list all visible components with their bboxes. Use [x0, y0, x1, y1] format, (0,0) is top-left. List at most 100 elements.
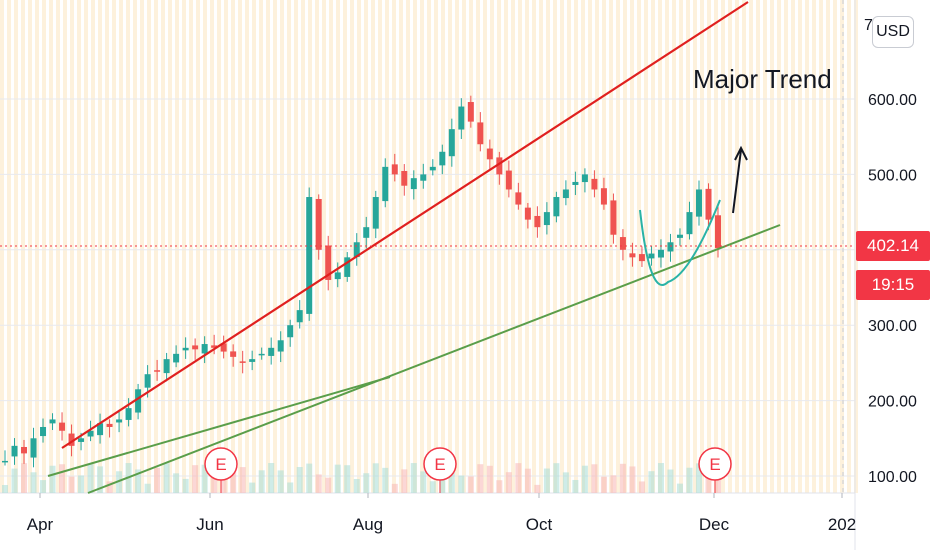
candle-body — [486, 148, 493, 160]
grid-stripe — [91, 0, 95, 493]
grid-stripe — [441, 0, 445, 493]
grid-stripe — [56, 0, 60, 493]
grid-stripe — [126, 0, 130, 493]
grid-stripe — [161, 0, 165, 493]
candle-body — [553, 197, 560, 217]
y-tick-label: 100.00 — [868, 469, 917, 486]
volume-bar — [524, 468, 531, 493]
candle-body — [192, 345, 199, 350]
grid-stripe — [777, 0, 781, 493]
candle-body — [325, 245, 332, 280]
volume-bar — [59, 464, 66, 493]
volume-bar — [581, 465, 588, 493]
volume-bar — [135, 469, 142, 493]
volume-bar — [429, 481, 436, 493]
candle-body — [429, 166, 436, 171]
candle-body — [391, 164, 398, 175]
major-trend-annotation: Major Trend — [693, 64, 832, 94]
grid-stripe — [511, 0, 515, 493]
x-tick-label: Aug — [353, 515, 383, 534]
price-axis[interactable]: 600.00 500.00 300.00 200.00 100.00 7 — [864, 17, 917, 486]
candle-body — [306, 197, 313, 314]
x-tick-label: Dec — [699, 515, 730, 534]
volume-bar — [220, 474, 227, 493]
grid-stripe — [672, 0, 676, 493]
currency-button[interactable]: USD — [872, 16, 914, 48]
grid-stripe — [21, 0, 25, 493]
candle-body — [467, 102, 474, 122]
volume-bar — [249, 482, 256, 493]
volume-bar — [344, 465, 351, 493]
candle-body — [40, 426, 47, 437]
candle-body — [173, 353, 180, 363]
volume-bar — [287, 482, 294, 493]
candle-body — [648, 253, 655, 259]
grid-stripe — [581, 0, 585, 493]
candle-body — [591, 178, 598, 190]
grid-stripe — [602, 0, 606, 493]
candle-body — [163, 359, 170, 374]
volume-bar — [97, 466, 104, 493]
upper-trendline — [61, 1, 749, 449]
candle-body — [97, 423, 104, 436]
volume-bar — [144, 483, 151, 493]
volume-bar — [78, 475, 85, 493]
volume-bar — [657, 463, 664, 493]
time-axis[interactable]: Apr Jun Aug Oct Dec 202 — [27, 493, 856, 534]
candle-body — [363, 227, 370, 238]
volume-bar — [410, 463, 417, 493]
candle-body — [344, 257, 351, 277]
grid-stripe — [266, 0, 270, 493]
volume-bar — [391, 483, 398, 493]
volume-bar — [448, 463, 455, 493]
earnings-marker-label: E — [215, 455, 226, 474]
grid-stripe — [287, 0, 291, 493]
grid-stripe — [686, 0, 690, 493]
volume-bar — [211, 477, 218, 493]
up-arrow — [732, 145, 748, 214]
candle-body — [211, 345, 218, 348]
lower-trendline-1 — [47, 376, 391, 477]
grid-stripe — [756, 0, 760, 493]
grid-stripe — [231, 0, 235, 493]
candle-body — [695, 189, 702, 217]
trendlines — [0, 1, 855, 494]
volume-bar — [543, 468, 550, 493]
candle-body — [610, 200, 617, 235]
grid-stripe — [427, 0, 431, 493]
volume-bar — [467, 476, 474, 493]
grid-stripe — [812, 0, 816, 493]
volume-bar — [40, 480, 47, 493]
candle-body — [638, 254, 645, 262]
candle-body — [515, 192, 522, 205]
grid-stripe — [42, 0, 46, 493]
x-tick-label: Jun — [196, 515, 223, 534]
volume-bar — [30, 472, 37, 493]
grid-stripe — [707, 0, 711, 493]
grid-stripe — [112, 0, 116, 493]
candle-body — [619, 237, 626, 250]
candle-body — [68, 433, 75, 446]
volume-bar — [239, 467, 246, 493]
volume-bar — [163, 463, 170, 493]
volume-bars — [2, 463, 721, 493]
volume-bar — [667, 469, 674, 493]
grid-stripe — [567, 0, 571, 493]
volume-bar — [21, 463, 28, 493]
candle-body — [135, 389, 142, 413]
volume-bar — [562, 472, 569, 493]
volume-bar — [306, 463, 313, 493]
candle-body — [154, 370, 161, 372]
volume-bar — [600, 476, 607, 493]
candle-body — [420, 174, 427, 181]
candle-body — [382, 166, 389, 202]
candle-body — [21, 446, 28, 454]
countdown-label: 19:15 — [856, 270, 930, 300]
grid-stripe — [196, 0, 200, 493]
volume-bar — [258, 470, 265, 493]
volume-bar — [268, 463, 275, 493]
candle-body — [277, 340, 284, 352]
volume-bar — [629, 466, 636, 493]
